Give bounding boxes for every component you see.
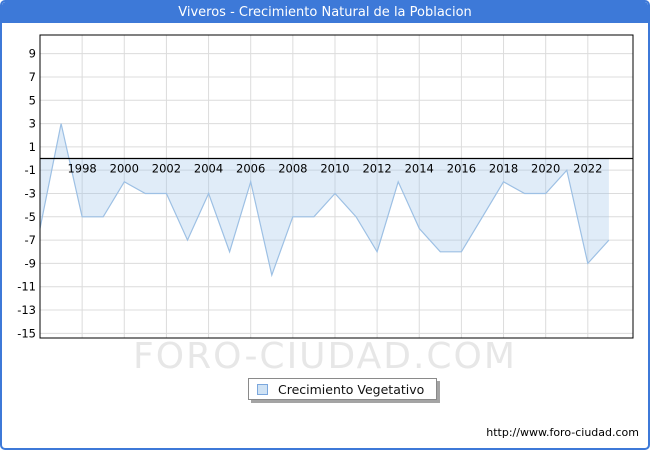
y-tick-label: -7 <box>25 233 36 247</box>
x-tick-label: 2022 <box>573 162 602 176</box>
y-tick-label: 9 <box>29 47 36 61</box>
y-tick-label: -5 <box>25 210 36 224</box>
x-tick-label: 2018 <box>489 162 518 176</box>
x-tick-label: 2006 <box>236 162 265 176</box>
x-tick-label: 2004 <box>194 162 223 176</box>
chart-title-bar: Viveros - Crecimiento Natural de la Pobl… <box>2 2 648 23</box>
y-tick-label: -11 <box>17 280 36 294</box>
series-area <box>40 123 609 276</box>
x-tick-label: 1998 <box>67 162 96 176</box>
y-tick-label: 7 <box>29 70 36 84</box>
x-tick-label: 2010 <box>320 162 349 176</box>
x-tick-label: 2020 <box>531 162 560 176</box>
x-tick-label: 2000 <box>110 162 139 176</box>
x-tick-label: 2008 <box>278 162 307 176</box>
series-line <box>39 123 610 278</box>
y-tick-label: -9 <box>25 256 36 270</box>
y-tick-label: 3 <box>29 117 36 131</box>
x-tick-label: 2012 <box>362 162 391 176</box>
chart-title: Viveros - Crecimiento Natural de la Pobl… <box>178 5 472 20</box>
y-tick-label: -1 <box>25 163 36 177</box>
y-tick-label: 5 <box>29 93 36 107</box>
x-tick-label: 2016 <box>447 162 476 176</box>
legend-label: Crecimiento Vegetativo <box>278 381 425 397</box>
y-tick-label: 1 <box>29 140 36 154</box>
x-tick-label: 2014 <box>405 162 434 176</box>
watermark-text: FORO-CIUDAD.COM <box>133 336 517 377</box>
y-tick-label: -15 <box>17 326 36 340</box>
plot-border <box>39 34 634 339</box>
x-tick-label: 2002 <box>152 162 181 176</box>
y-tick-label: -13 <box>17 303 36 317</box>
legend-swatch-icon <box>257 383 268 395</box>
y-tick-label: -3 <box>25 186 36 200</box>
legend-box: Crecimiento Vegetativo <box>248 378 438 400</box>
footer-link[interactable]: http://www.foro-ciudad.com <box>486 426 639 439</box>
